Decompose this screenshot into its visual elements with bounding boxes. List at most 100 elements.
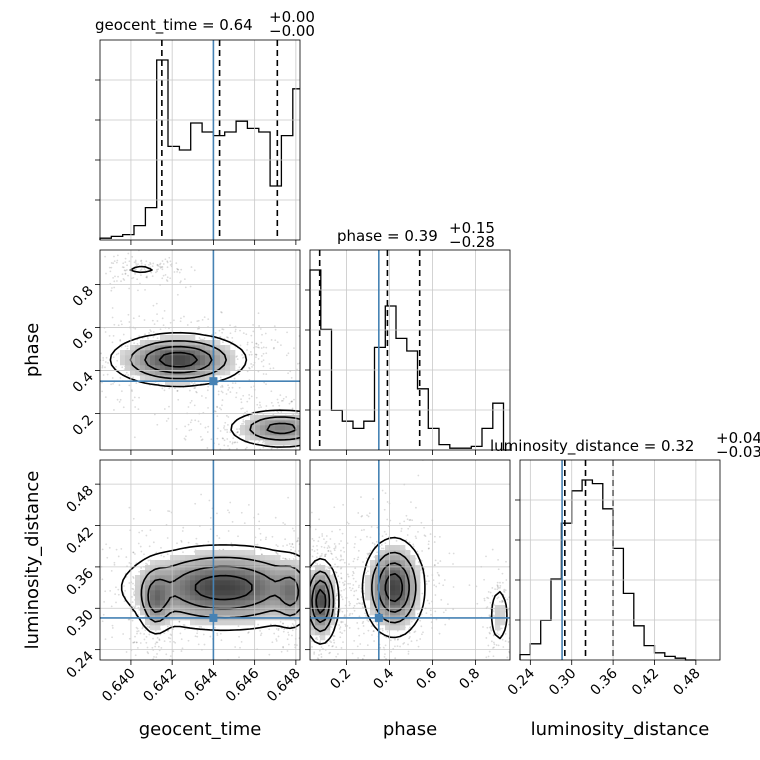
density-cell	[295, 605, 300, 611]
scatter-point	[242, 420, 245, 423]
scatter-point	[219, 430, 222, 432]
density-cell	[215, 605, 221, 611]
scatter-point	[238, 373, 240, 376]
density-cell	[160, 600, 166, 606]
density-cell	[260, 570, 266, 576]
density-cell	[185, 610, 191, 616]
density-cell	[375, 605, 381, 611]
density-cell	[325, 600, 331, 606]
scatter-point	[319, 641, 322, 644]
scatter-point	[354, 424, 356, 426]
scatter-point	[247, 632, 250, 634]
density-cell	[185, 355, 191, 361]
scatter-point	[261, 333, 263, 336]
scatter-point	[240, 407, 243, 410]
scatter-point	[110, 383, 112, 386]
scatter-point	[358, 634, 361, 637]
scatter-point	[235, 391, 238, 394]
density-cell	[245, 425, 251, 431]
scatter-point	[193, 382, 196, 384]
scatter-point	[180, 268, 183, 271]
scatter-point	[305, 575, 307, 577]
density-cell	[385, 600, 391, 606]
scatter-point	[114, 593, 117, 596]
scatter-point	[417, 645, 420, 648]
scatter-point	[380, 547, 383, 550]
scatter-point	[375, 621, 378, 624]
density-cell	[220, 345, 226, 351]
scatter-point	[333, 377, 335, 379]
scatter-point	[329, 440, 331, 442]
scatter-point	[314, 403, 316, 405]
scatter-point	[125, 268, 128, 271]
scatter-point	[333, 547, 336, 550]
scatter-point	[149, 509, 152, 512]
density-cell	[245, 600, 251, 606]
scatter-point	[19, 583, 21, 585]
scatter-point	[97, 644, 99, 646]
scatter-point	[257, 343, 260, 346]
scatter-point	[151, 265, 154, 268]
scatter-point	[262, 439, 265, 442]
scatter-point	[305, 629, 307, 631]
scatter-point	[496, 588, 499, 591]
scatter-point	[332, 411, 334, 413]
scatter-point	[360, 433, 362, 435]
density-cell	[185, 380, 191, 386]
scatter-point	[407, 527, 410, 530]
scatter-point	[194, 635, 197, 638]
density-cell	[275, 605, 281, 611]
scatter-point	[307, 419, 309, 421]
scatter-point	[308, 622, 310, 624]
density-cell	[140, 570, 146, 576]
density-cell	[190, 580, 196, 586]
scatter-point	[305, 576, 307, 578]
density-cell	[220, 570, 226, 576]
density-cell	[155, 620, 161, 626]
scatter-point	[339, 626, 342, 629]
scatter-point	[269, 367, 272, 370]
scatter-point	[356, 598, 359, 600]
scatter-point	[250, 334, 253, 337]
scatter-point	[305, 621, 307, 623]
scatter-point	[363, 438, 365, 440]
density-cell	[180, 585, 186, 591]
scatter-point	[98, 347, 100, 349]
scatter-point	[133, 593, 136, 596]
scatter-point	[162, 274, 165, 277]
scatter-point	[145, 534, 148, 537]
scatter-point	[421, 592, 424, 595]
scatter-point	[414, 630, 417, 633]
density-cell	[405, 600, 411, 606]
scatter-point	[230, 662, 232, 664]
density-cell	[270, 425, 276, 431]
scatter-point	[438, 582, 441, 585]
scatter-point	[140, 274, 142, 277]
scatter-point	[340, 454, 342, 456]
scatter-point	[132, 551, 135, 554]
density-cell	[250, 560, 256, 566]
scatter-point	[303, 546, 305, 548]
scatter-point	[297, 548, 299, 550]
scatter-point	[119, 398, 122, 401]
density-cell	[220, 595, 226, 601]
scatter-point	[364, 641, 366, 643]
scatter-point	[285, 354, 288, 357]
scatter-point	[489, 626, 491, 629]
scatter-point	[405, 514, 408, 517]
scatter-point	[72, 361, 74, 363]
scatter-point	[311, 416, 313, 418]
scatter-point	[182, 623, 185, 626]
density-cell	[290, 580, 296, 586]
scatter-point	[229, 332, 232, 335]
density-cell	[215, 595, 221, 601]
scatter-point	[419, 638, 422, 640]
scatter-point	[109, 270, 112, 273]
scatter-point	[290, 548, 292, 551]
scatter-point	[333, 543, 336, 545]
scatter-point	[298, 644, 300, 646]
density-cell	[195, 605, 201, 611]
density-cell	[375, 610, 381, 616]
scatter-point	[265, 536, 268, 539]
scatter-point	[331, 415, 333, 417]
